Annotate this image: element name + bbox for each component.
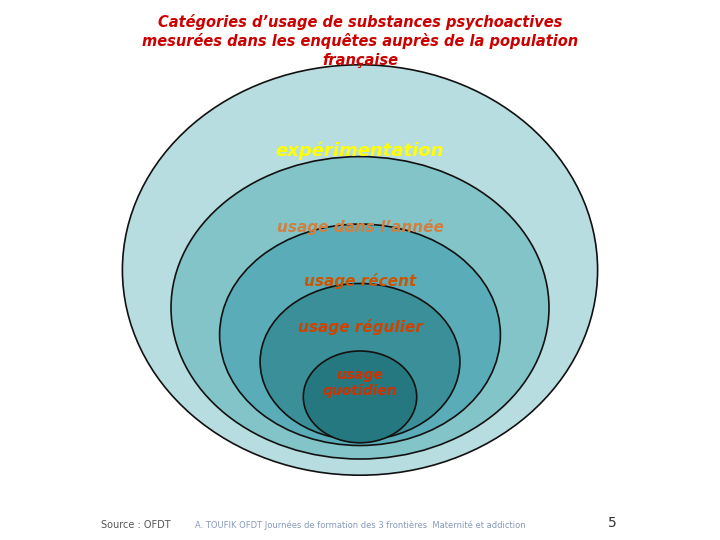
Ellipse shape (171, 157, 549, 459)
Text: 5: 5 (608, 516, 616, 530)
Text: usage
quotidien: usage quotidien (323, 368, 397, 399)
Text: usage récent: usage récent (304, 273, 416, 289)
Ellipse shape (303, 351, 417, 443)
Ellipse shape (122, 65, 598, 475)
Text: Source : OFDT: Source : OFDT (101, 520, 171, 530)
Text: usage dans l’année: usage dans l’année (276, 219, 444, 235)
Text: usage régulier: usage régulier (297, 319, 423, 335)
Ellipse shape (220, 224, 500, 446)
Ellipse shape (260, 284, 460, 440)
Text: expérimentation: expérimentation (276, 142, 444, 160)
Text: Catégories d’usage de substances psychoactives
mesurées dans les enquêtes auprès: Catégories d’usage de substances psychoa… (142, 14, 578, 68)
Text: A. TOUFIK OFDT Journées de formation des 3 frontières  Maternité et addiction: A. TOUFIK OFDT Journées de formation des… (194, 521, 526, 530)
